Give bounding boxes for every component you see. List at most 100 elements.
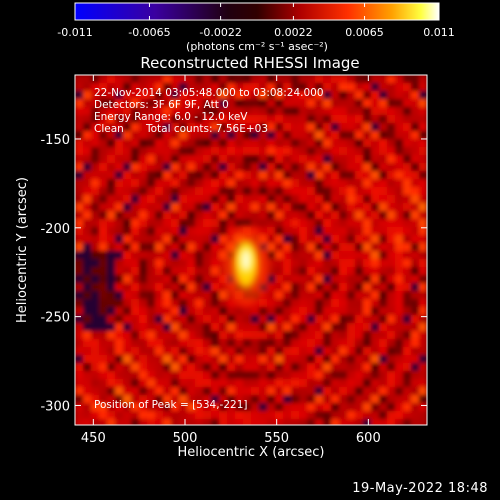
heatmap-cell	[275, 187, 283, 195]
heatmap-cell	[387, 395, 395, 403]
heatmap-cell	[227, 99, 235, 107]
heatmap-cell	[99, 299, 107, 307]
heatmap-cell	[251, 123, 259, 131]
heatmap-cell	[355, 235, 363, 243]
heatmap-cell	[347, 331, 355, 339]
heatmap-cell	[267, 219, 275, 227]
heatmap-cell	[267, 259, 275, 267]
heatmap-cell	[307, 275, 315, 283]
heatmap-cell	[83, 219, 91, 227]
heatmap-cell	[147, 83, 155, 91]
heatmap-cell	[307, 203, 315, 211]
heatmap-cell	[299, 371, 307, 379]
heatmap-cell	[339, 331, 347, 339]
heatmap-cell	[91, 187, 99, 195]
heatmap-cell	[179, 339, 187, 347]
heatmap-cell	[395, 219, 403, 227]
heatmap-cell	[355, 75, 363, 83]
heatmap-cell	[411, 107, 419, 115]
heatmap-cell	[291, 211, 299, 219]
heatmap-cell	[331, 99, 339, 107]
heatmap-cell	[363, 323, 371, 331]
heatmap-cell	[123, 267, 131, 275]
heatmap-cell	[155, 299, 163, 307]
heatmap-cell	[251, 323, 259, 331]
heatmap-cell	[163, 323, 171, 331]
heatmap-cell	[99, 395, 107, 403]
heatmap-cell	[155, 411, 163, 419]
heatmap-cell	[179, 379, 187, 387]
heatmap-cell	[203, 291, 211, 299]
heatmap-cell	[251, 91, 259, 99]
heatmap-cell	[187, 323, 195, 331]
heatmap-cell	[243, 99, 251, 107]
heatmap-cell	[115, 211, 123, 219]
heatmap-cell	[243, 339, 251, 347]
heatmap-cell	[75, 179, 83, 187]
heatmap-cell	[275, 307, 283, 315]
heatmap-cell	[139, 339, 147, 347]
heatmap-cell	[371, 363, 379, 371]
heatmap-cell	[107, 195, 115, 203]
heatmap-cell	[355, 171, 363, 179]
heatmap-cell	[371, 387, 379, 395]
heatmap-cell	[403, 275, 411, 283]
heatmap-cell	[131, 123, 139, 131]
heatmap-cell	[363, 107, 371, 115]
heatmap-cell	[171, 331, 179, 339]
heatmap-cell	[419, 419, 427, 425]
heatmap-cell	[267, 411, 275, 419]
heatmap-cell	[323, 131, 331, 139]
heatmap-cell	[339, 403, 347, 411]
heatmap-cell	[91, 91, 99, 99]
heatmap-cell	[123, 147, 131, 155]
heatmap-cell	[147, 203, 155, 211]
heatmap-cell	[91, 131, 99, 139]
heatmap-cell	[403, 83, 411, 91]
heatmap-cell	[251, 99, 259, 107]
heatmap-cell	[235, 203, 243, 211]
heatmap-cell	[291, 83, 299, 91]
heatmap-cell	[419, 379, 427, 387]
heatmap-cell	[179, 203, 187, 211]
heatmap-cell	[123, 139, 131, 147]
heatmap-cell	[163, 363, 171, 371]
heatmap-cell	[259, 387, 267, 395]
heatmap-cell	[339, 355, 347, 363]
heatmap-cell	[155, 243, 163, 251]
heatmap-cell	[347, 363, 355, 371]
heatmap-cell	[419, 219, 427, 227]
heatmap-cell	[179, 123, 187, 131]
heatmap-cell	[227, 115, 235, 123]
heatmap-cell	[315, 363, 323, 371]
heatmap-cell	[83, 107, 91, 115]
heatmap-cell	[235, 75, 243, 83]
heatmap-cell	[115, 259, 123, 267]
heatmap-cell	[267, 323, 275, 331]
heatmap-cell	[411, 267, 419, 275]
heatmap-cell	[235, 115, 243, 123]
heatmap-cell	[83, 267, 91, 275]
heatmap-cell	[323, 75, 331, 83]
heatmap-cell	[91, 379, 99, 387]
heatmap-cell	[243, 411, 251, 419]
heatmap-cell	[107, 259, 115, 267]
heatmap-cell	[115, 387, 123, 395]
heatmap-cell	[299, 307, 307, 315]
heatmap-cell	[123, 219, 131, 227]
heatmap-cell	[315, 115, 323, 123]
heatmap-cell	[355, 323, 363, 331]
heatmap-cell	[267, 83, 275, 91]
heatmap-cell	[131, 323, 139, 331]
heatmap-cell	[123, 387, 131, 395]
heatmap-cell	[155, 283, 163, 291]
heatmap-cell	[387, 259, 395, 267]
heatmap-cell	[91, 75, 99, 83]
heatmap-cell	[147, 211, 155, 219]
heatmap-cell	[307, 235, 315, 243]
heatmap-cell	[219, 195, 227, 203]
heatmap-cell	[187, 275, 195, 283]
heatmap-cell	[339, 171, 347, 179]
heatmap-cell	[315, 219, 323, 227]
heatmap-cell	[107, 187, 115, 195]
